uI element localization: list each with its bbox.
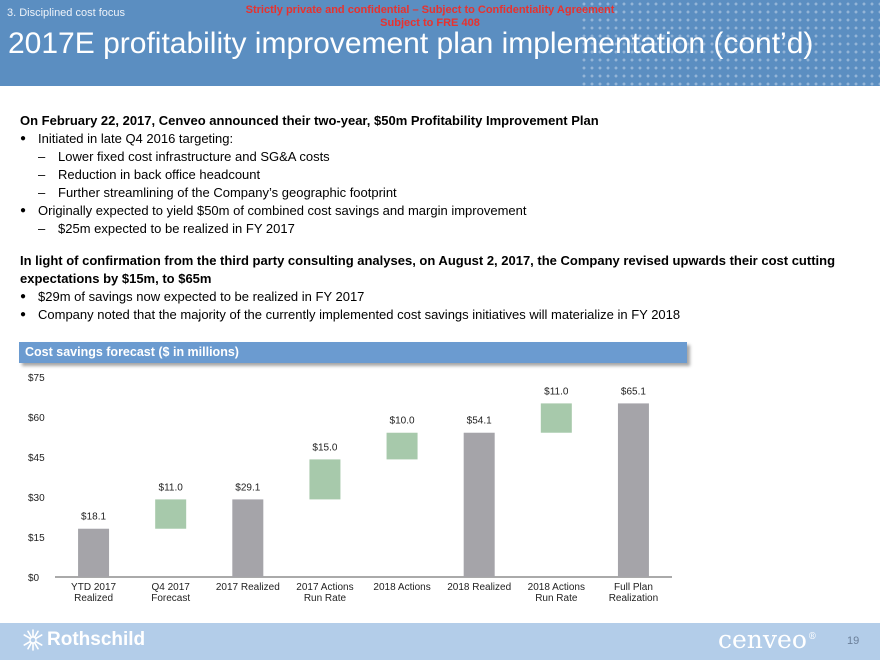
sub-bullet-footprint: Further streamlining of the Company’s ge… bbox=[20, 184, 860, 202]
rothschild-wordmark: Rothschild bbox=[47, 629, 146, 650]
page-number: 19 bbox=[847, 635, 860, 647]
bar-value-label: $18.1 bbox=[81, 512, 106, 523]
bar-value-label: $11.0 bbox=[544, 386, 569, 397]
footer: Rothschild cenveo® 19 bbox=[0, 623, 880, 660]
x-tick-label: Realization bbox=[609, 593, 658, 604]
x-tick-label: YTD 2017 bbox=[71, 582, 116, 593]
paragraph-1-heading: On February 22, 2017, Cenveo announced t… bbox=[20, 113, 599, 128]
paragraph-2-heading: In light of confirmation from the third … bbox=[20, 253, 836, 286]
bar-value-label: $65.1 bbox=[621, 386, 646, 397]
registered-mark: ® bbox=[807, 631, 817, 642]
bullet-majority-2018: Company noted that the majority of the c… bbox=[20, 306, 860, 324]
section-label: 3. Disciplined cost focus bbox=[7, 7, 125, 19]
bar-value-label: $29.1 bbox=[235, 482, 260, 493]
waterfall-bar-increment bbox=[309, 459, 341, 500]
waterfall-bar-total bbox=[617, 403, 649, 577]
confidentiality-line-1: Strictly private and confidential – Subj… bbox=[245, 4, 615, 16]
y-tick-label: $45 bbox=[28, 453, 45, 464]
waterfall-bar-total bbox=[463, 432, 495, 577]
bullet-initiated: Initiated in late Q4 2016 targeting: bbox=[20, 130, 860, 148]
y-tick-label: $0 bbox=[28, 573, 40, 584]
body-text: On February 22, 2017, Cenveo announced t… bbox=[20, 112, 860, 324]
sub-bullet-fixed-cost: Lower fixed cost infrastructure and SG&A… bbox=[20, 148, 860, 166]
bullet-29m-savings: $29m of savings now expected to be reali… bbox=[20, 288, 860, 306]
bar-value-label: $54.1 bbox=[467, 416, 492, 427]
x-tick-label: 2018 Actions bbox=[373, 582, 430, 593]
waterfall-bar-increment bbox=[540, 403, 572, 433]
chart-title-banner: Cost savings forecast ($ in millions) bbox=[19, 342, 687, 363]
header-banner: 3. Disciplined cost focus Strictly priva… bbox=[0, 0, 880, 86]
y-tick-label: $60 bbox=[28, 413, 45, 424]
rothschild-logo: Rothschild bbox=[22, 629, 145, 651]
x-tick-label: 2017 Actions bbox=[296, 582, 353, 593]
bullet-originally-expected: Originally expected to yield $50m of com… bbox=[20, 202, 860, 220]
bar-value-label: $15.0 bbox=[312, 442, 337, 453]
y-tick-label: $75 bbox=[28, 373, 45, 384]
waterfall-bar-increment bbox=[155, 499, 187, 529]
x-tick-label: Realized bbox=[74, 593, 113, 604]
y-tick-label: $15 bbox=[28, 533, 45, 544]
cenveo-logo: cenveo® bbox=[718, 625, 817, 654]
sub-bullet-headcount: Reduction in back office headcount bbox=[20, 166, 860, 184]
x-tick-label: 2018 Realized bbox=[447, 582, 511, 593]
x-tick-label: Full Plan bbox=[614, 582, 653, 593]
rothschild-emblem-icon bbox=[23, 629, 43, 651]
waterfall-bar-increment bbox=[386, 432, 418, 460]
bar-value-label: $10.0 bbox=[390, 416, 415, 427]
confidentiality-notice: Strictly private and confidential – Subj… bbox=[230, 4, 630, 30]
y-tick-label: $30 bbox=[28, 493, 45, 504]
bar-value-label: $11.0 bbox=[159, 482, 184, 493]
x-tick-label: Q4 2017 bbox=[152, 582, 191, 593]
x-tick-label: 2017 Realized bbox=[216, 582, 280, 593]
confidentiality-line-2: Subject to FRE 408 bbox=[380, 17, 480, 29]
x-tick-label: Run Rate bbox=[304, 593, 347, 604]
waterfall-bar-total bbox=[78, 528, 110, 577]
x-tick-label: Run Rate bbox=[535, 593, 578, 604]
x-tick-label: 2018 Actions bbox=[528, 582, 585, 593]
sub-bullet-25m: $25m expected to be realized in FY 2017 bbox=[20, 220, 860, 238]
waterfall-bar-total bbox=[232, 499, 264, 577]
x-tick-label: Forecast bbox=[151, 593, 190, 604]
page-title: 2017E profitability improvement plan imp… bbox=[8, 27, 814, 60]
cenveo-wordmark: cenveo bbox=[718, 625, 807, 654]
header-dot-pattern bbox=[580, 0, 880, 86]
